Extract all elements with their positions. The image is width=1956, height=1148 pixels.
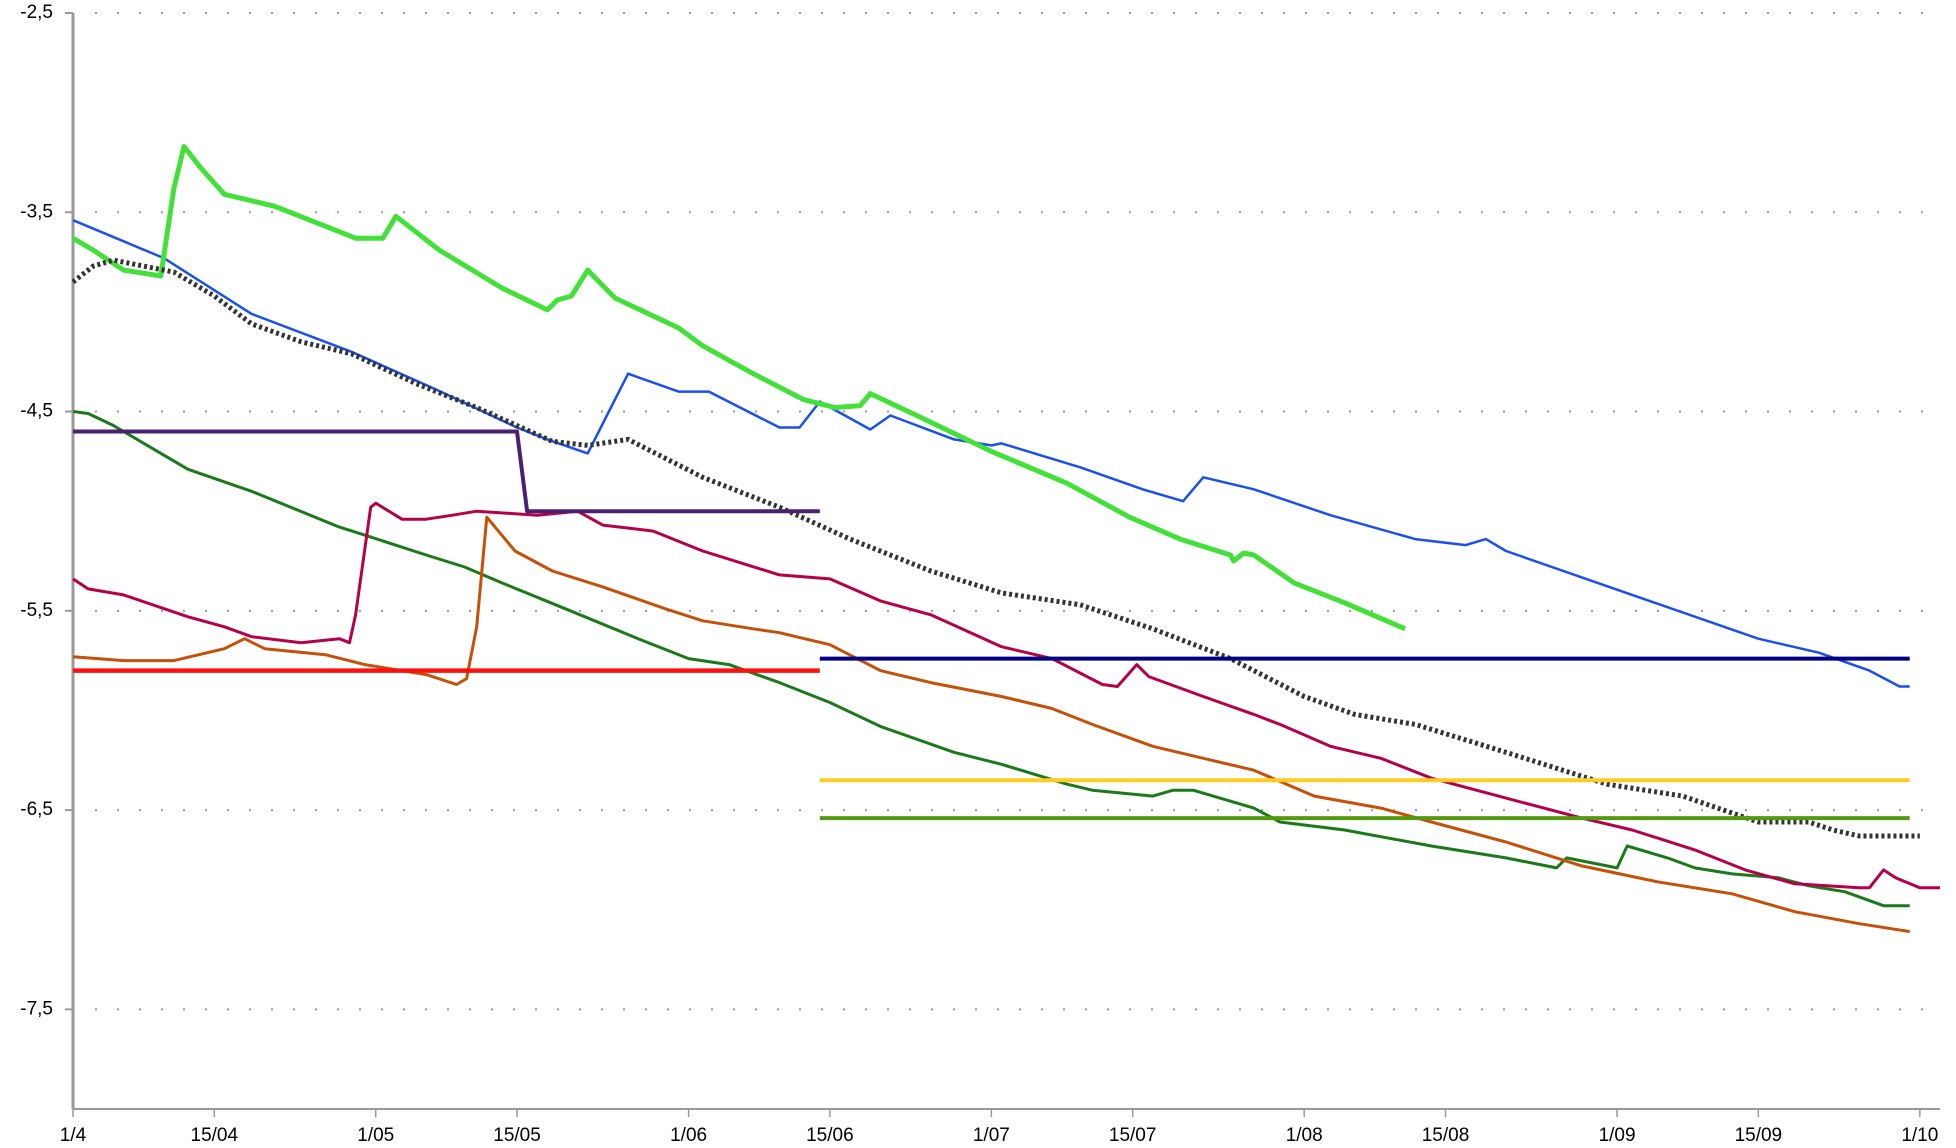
x-tick-label: 15/05 [493,1125,541,1146]
x-tick-label: 15/09 [1735,1125,1783,1146]
y-tick-label: -6,5 [20,799,53,820]
x-tick-label: 15/04 [191,1125,239,1146]
series-line [71,257,1920,839]
series-line [72,410,1910,908]
y-tick-label: -3,5 [20,201,53,222]
x-tick-label: 1/10 [1901,1125,1938,1146]
x-tick-label: 1/06 [670,1125,707,1146]
series-line [73,429,820,514]
y-tick-label: -2,5 [20,2,53,23]
x-tick-label: 15/08 [1422,1125,1470,1146]
x-tick-label: 15/06 [806,1125,854,1146]
x-tick-label: 1/07 [973,1125,1010,1146]
x-tick-label: 1/08 [1286,1125,1323,1146]
series-line [72,501,1940,890]
y-tick-label: -7,5 [20,998,53,1019]
x-tick-label: 1/05 [357,1125,394,1146]
y-tick-label: -4,5 [20,401,53,422]
x-tick-label: 1/09 [1599,1125,1636,1146]
x-tick-label: 15/07 [1109,1125,1157,1146]
x-tick-label: 1/4 [60,1125,87,1146]
series-line [71,144,1407,632]
series-line [72,515,1910,934]
y-tick-label: -5,5 [20,600,53,621]
